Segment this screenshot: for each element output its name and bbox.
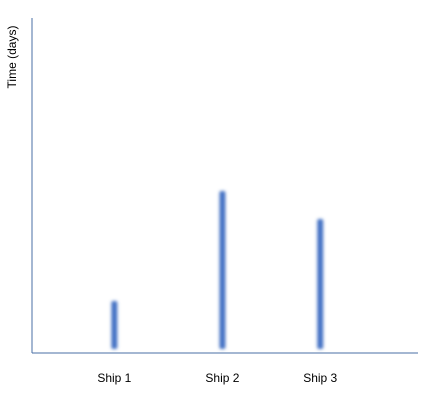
x-tick-label: Ship 2 bbox=[205, 371, 239, 385]
bar-ship-1 bbox=[111, 301, 118, 349]
y-axis-label: Time (days) bbox=[5, 26, 19, 89]
bars-layer bbox=[111, 191, 324, 349]
x-tick-label: Ship 3 bbox=[303, 371, 337, 385]
bar-ship-3 bbox=[317, 219, 324, 349]
bar-ship-2 bbox=[219, 191, 226, 349]
x-tick-label: Ship 1 bbox=[97, 371, 131, 385]
x-tick-labels: Ship 1 Ship 2 Ship 3 bbox=[97, 371, 337, 385]
